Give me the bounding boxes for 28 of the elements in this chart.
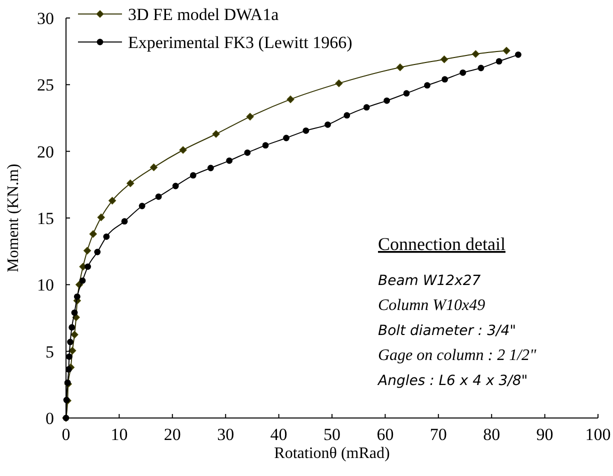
- y-tick-label: 20: [37, 142, 54, 162]
- legend-label: Experimental FK3 (Lewitt 1966): [128, 33, 352, 52]
- x-tick-label: 70: [430, 425, 447, 444]
- annotation: Connection detail: [378, 234, 506, 254]
- y-tick-label: 30: [37, 9, 54, 28]
- x-tick-label: 80: [483, 425, 500, 444]
- x-tick-label: 100: [585, 425, 611, 444]
- y-tick-label: 5: [46, 342, 54, 362]
- y-tick-label: 0: [46, 409, 54, 428]
- x-tick-label: 10: [110, 425, 128, 444]
- y-tick-label: 25: [37, 76, 54, 95]
- annotation: Column W10x49: [378, 297, 486, 314]
- legend-label: 3D FE model DWA1a: [128, 5, 280, 24]
- x-tick-label: 0: [62, 425, 70, 444]
- y-tick-label: 10: [37, 276, 54, 295]
- x-tick-label: 60: [376, 425, 394, 444]
- x-axis-title: Rotationθ (mRad): [274, 445, 390, 462]
- x-tick-label: 40: [270, 425, 288, 444]
- annotation: Gage on column : 2 1/2": [378, 347, 537, 364]
- y-axis-title: Moment (KN.m): [5, 164, 22, 272]
- annotation: Bolt diameter : 3/4": [378, 323, 516, 339]
- x-tick-label: 30: [217, 425, 234, 444]
- x-tick-label: 50: [324, 425, 340, 444]
- annotation: Beam W12x27: [378, 273, 481, 289]
- annotation: Angles : L6 x 4 x 3/8": [377, 373, 528, 389]
- x-tick-label: 20: [164, 425, 181, 444]
- y-tick-label: 15: [37, 209, 54, 228]
- x-tick-label: 90: [536, 425, 554, 444]
